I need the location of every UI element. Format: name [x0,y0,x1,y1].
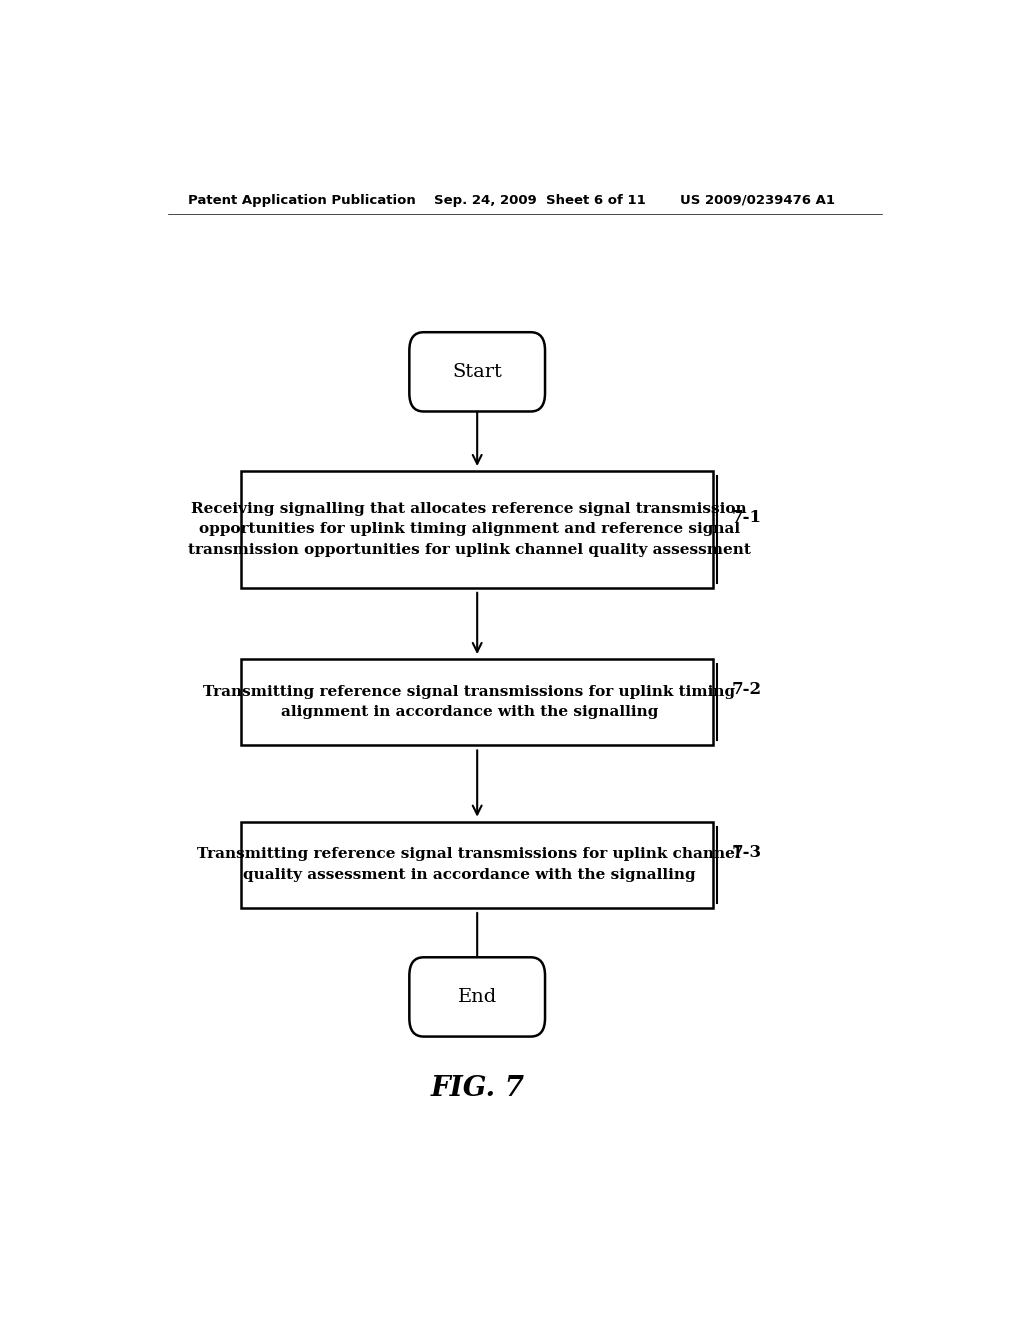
Bar [241,821,714,908]
Text: US 2009/0239476 A1: US 2009/0239476 A1 [680,194,835,207]
Text: Start: Start [453,363,502,381]
Text: FIG. 7: FIG. 7 [430,1074,524,1102]
Text: 7-3: 7-3 [731,843,762,861]
Text: Sep. 24, 2009  Sheet 6 of 11: Sep. 24, 2009 Sheet 6 of 11 [433,194,645,207]
Text: Receiving signalling that allocates reference signal transmission
opportunities : Receiving signalling that allocates refe… [187,502,751,557]
Text: 7-2: 7-2 [731,681,762,698]
Text: Transmitting reference signal transmissions for uplink channel
quality assessmen: Transmitting reference signal transmissi… [198,847,741,882]
Bar [241,659,714,746]
Text: 7-1: 7-1 [731,508,762,525]
Text: Transmitting reference signal transmissions for uplink timing
alignment in accor: Transmitting reference signal transmissi… [203,685,735,719]
Text: Patent Application Publication: Patent Application Publication [187,194,416,207]
Bar [241,471,714,587]
Text: End: End [458,987,497,1006]
FancyBboxPatch shape [410,957,545,1036]
FancyBboxPatch shape [410,333,545,412]
